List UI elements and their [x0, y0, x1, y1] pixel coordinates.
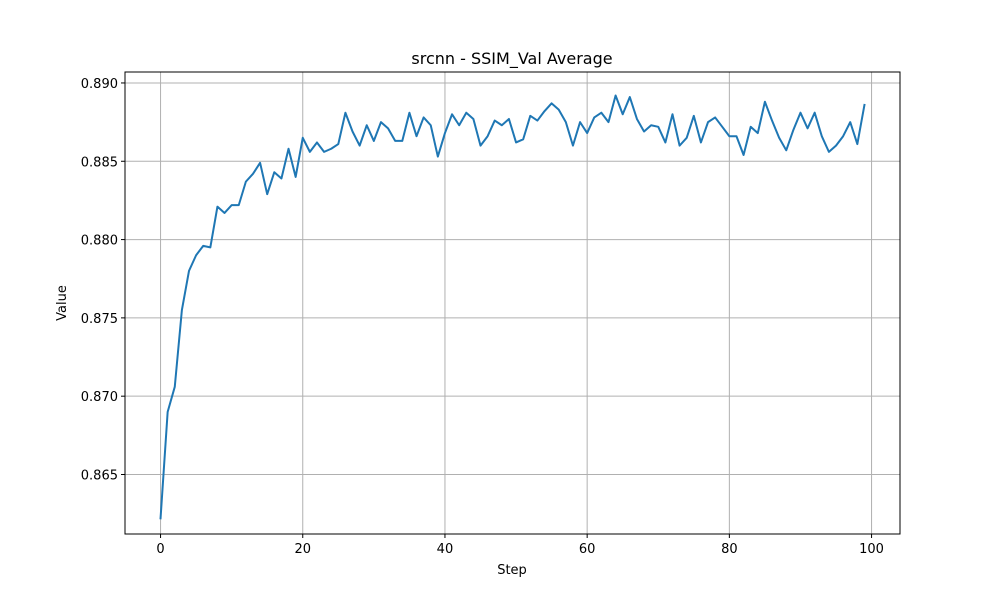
x-tick-label: 60 — [579, 542, 596, 557]
x-tick-label: 100 — [859, 542, 884, 557]
plot-frame — [124, 71, 901, 535]
grid — [125, 72, 900, 534]
x-tick-label: 80 — [721, 542, 738, 557]
y-tick-label: 0.885 — [81, 155, 118, 170]
x-tick-label: 0 — [156, 542, 164, 557]
y-tick-label: 0.880 — [81, 234, 118, 249]
series-line — [159, 94, 866, 520]
x-axis-label: Step — [497, 563, 527, 578]
y-tick-label: 0.875 — [81, 312, 118, 327]
x-axis: 0 20 40 60 80 100 — [156, 534, 884, 557]
x-tick-label: 40 — [437, 542, 454, 557]
series-layer — [159, 94, 866, 520]
y-axis: 0.865 0.870 0.875 0.880 0.885 0.890 — [81, 77, 125, 483]
y-tick-label: 0.890 — [81, 77, 118, 92]
chart-title: srcnn - SSIM_Val Average — [411, 49, 612, 69]
y-tick-label: 0.870 — [81, 390, 118, 405]
y-axis-label: Value — [55, 285, 70, 321]
y-tick-label: 0.865 — [81, 468, 118, 483]
x-tick-label: 20 — [294, 542, 311, 557]
